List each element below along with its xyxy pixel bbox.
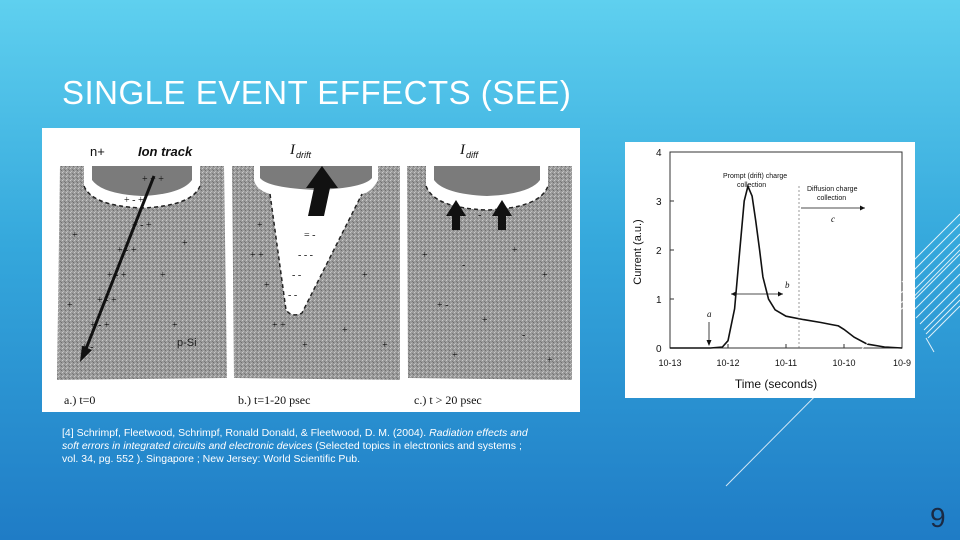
x-tick-label: 10-9 <box>893 358 911 368</box>
citation-authors: [4] Schrimpf, Fleetwood, Schrimpf, Ronal… <box>62 427 427 439</box>
panel-c-caption: c.) t > 20 psec <box>414 393 482 407</box>
x-tick-label: 10-13 <box>658 358 681 368</box>
i-drift-subscript: drift <box>296 150 312 160</box>
svg-text:-: - <box>522 330 525 341</box>
n-plus-label: n+ <box>90 144 105 159</box>
svg-text:+ +: + + <box>250 250 264 261</box>
svg-text:+: + <box>160 270 166 281</box>
svg-text:+: + <box>182 238 188 249</box>
i-diff-subscript: diff <box>466 150 480 160</box>
svg-text:+: + <box>382 340 388 351</box>
citation-series: (Selected topics in electronics and syst… <box>62 440 522 465</box>
y-tick-label: 0 <box>656 344 662 355</box>
svg-text:= -: = - <box>304 230 315 241</box>
svg-text:+ - +: + - + <box>97 295 117 306</box>
panel-c: - + - + + + - + - + + <box>407 166 572 380</box>
diffusion-annotation-line1: Diffusion charge <box>807 186 858 193</box>
diffusion-annotation-line2: collection <box>817 195 846 202</box>
a-arrow-head <box>706 340 712 346</box>
p-si-label: p-Si <box>177 337 197 349</box>
svg-text:+ - +: + - + <box>132 220 152 231</box>
svg-text:+: + <box>264 280 270 291</box>
svg-text:+: + <box>67 300 73 311</box>
b-arrow-head-right <box>778 291 783 297</box>
svg-text:+: + <box>512 245 518 256</box>
i-diff-symbol: I <box>459 142 466 158</box>
svg-text:+ -: + - <box>437 300 448 311</box>
svg-text:+ - +: + - + <box>124 195 144 206</box>
svg-text:+ - +: + - + <box>117 245 137 256</box>
svg-text:+: + <box>542 270 548 281</box>
current-time-chart: 0 1 2 3 4 10-13 10-12 10-11 10-10 10-9 Current (… <box>625 142 915 398</box>
svg-text:+: + <box>482 315 488 326</box>
citation: [4] Schrimpf, Fleetwood, Schrimpf, Ronal… <box>62 427 532 466</box>
svg-text:+: + <box>452 350 458 361</box>
b-annotation: b <box>785 280 790 290</box>
x-axis-label: Time (seconds) <box>735 377 817 391</box>
c-arrow-head <box>860 205 865 211</box>
citation-title: Radiation effects and soft errors in int… <box>62 427 528 452</box>
y-tick-label: 2 <box>656 246 662 257</box>
prompt-annotation-line2: collection <box>737 182 766 189</box>
panel-b: = - - - - - - - - + + + + + + + + + + <box>232 166 400 380</box>
i-drift-symbol: I <box>289 142 296 158</box>
ion-track-label: Ion track <box>138 144 193 159</box>
slide-title: SINGLE EVENT EFFECTS (SEE) <box>62 74 572 111</box>
b-arrow-head-left <box>731 291 736 297</box>
svg-text:- -: - - <box>292 270 301 281</box>
x-tick-label: 10-12 <box>716 358 739 368</box>
y-tick-label: 3 <box>656 197 662 208</box>
svg-text:+: + <box>72 230 78 241</box>
prompt-annotation-line1: Prompt (drift) charge <box>723 173 787 180</box>
svg-text:- -: - - <box>288 290 297 301</box>
panel-a: + + + + - + + - + + - + + - + + - + + - … <box>57 166 227 380</box>
y-tick-label: 1 <box>656 295 662 306</box>
svg-text:+ - +: + - + <box>107 270 127 281</box>
svg-text:+ +: + + <box>272 320 286 331</box>
current-curve <box>670 183 903 349</box>
svg-text:+: + <box>172 320 178 331</box>
svg-text:-: - <box>462 260 465 271</box>
svg-text:+ - +: + - + <box>90 320 110 331</box>
x-tick-label: 10-11 <box>775 358 797 368</box>
svg-text:+ -: + - <box>82 342 93 353</box>
svg-text:+: + <box>547 355 553 366</box>
svg-text:- - -: - - - <box>298 250 313 261</box>
panel-a-caption: a.) t=0 <box>64 393 95 407</box>
panel-b-caption: b.) t=1-20 psec <box>238 393 310 407</box>
charge-collection-figure: + + + + - + + - + + - + + - + + - + + - … <box>42 128 580 412</box>
plot-frame <box>669 151 903 349</box>
svg-text:+: + <box>257 220 263 231</box>
svg-text:+: + <box>422 250 428 261</box>
svg-text:+ + +: + + + <box>142 174 164 185</box>
x-tick-label: 10-10 <box>832 358 855 368</box>
page-number: 9 <box>930 502 946 533</box>
a-annotation: a <box>707 309 712 319</box>
svg-text:+: + <box>342 325 348 336</box>
svg-text:-: - <box>478 210 481 221</box>
y-axis-label: Current (a.u.) <box>632 219 644 284</box>
y-tick-label: 4 <box>656 148 662 159</box>
svg-text:+: + <box>302 340 308 351</box>
c-annotation: c <box>831 214 835 224</box>
svg-text:+: + <box>362 270 368 281</box>
